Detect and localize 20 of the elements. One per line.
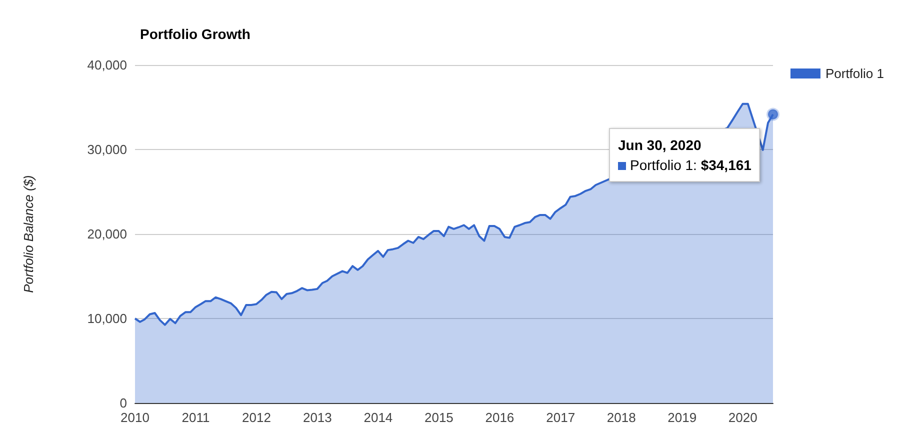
x-tick-label: 2013 xyxy=(302,410,332,425)
y-tick-label: 40,000 xyxy=(87,58,127,72)
x-tick-label: 2010 xyxy=(120,410,150,425)
x-tick-label: 2015 xyxy=(424,410,454,425)
x-tick-label: 2016 xyxy=(485,410,514,425)
x-tick-label: 2017 xyxy=(546,410,576,425)
x-tick-label: 2014 xyxy=(364,410,393,425)
chart-title: Portfolio Growth xyxy=(140,26,250,42)
legend-label: Portfolio 1 xyxy=(825,66,884,81)
x-tick-label: 2019 xyxy=(668,410,697,425)
x-tick-label: 2012 xyxy=(242,410,271,425)
y-tick-label: 0 xyxy=(120,396,127,410)
x-tick-label: 2020 xyxy=(728,410,758,425)
y-tick-label: 20,000 xyxy=(87,226,127,242)
annotation: Jun 30, 2020 Portfolio 1: $34,161 xyxy=(618,136,752,176)
x-tick-label: 2018 xyxy=(606,410,636,425)
y-axis-title: Portfolio Balance ($) xyxy=(21,175,36,293)
y-tick-label: 10,000 xyxy=(87,311,127,326)
y-tick-label: 30,000 xyxy=(87,142,127,157)
x-tick-label: 2011 xyxy=(182,410,210,425)
